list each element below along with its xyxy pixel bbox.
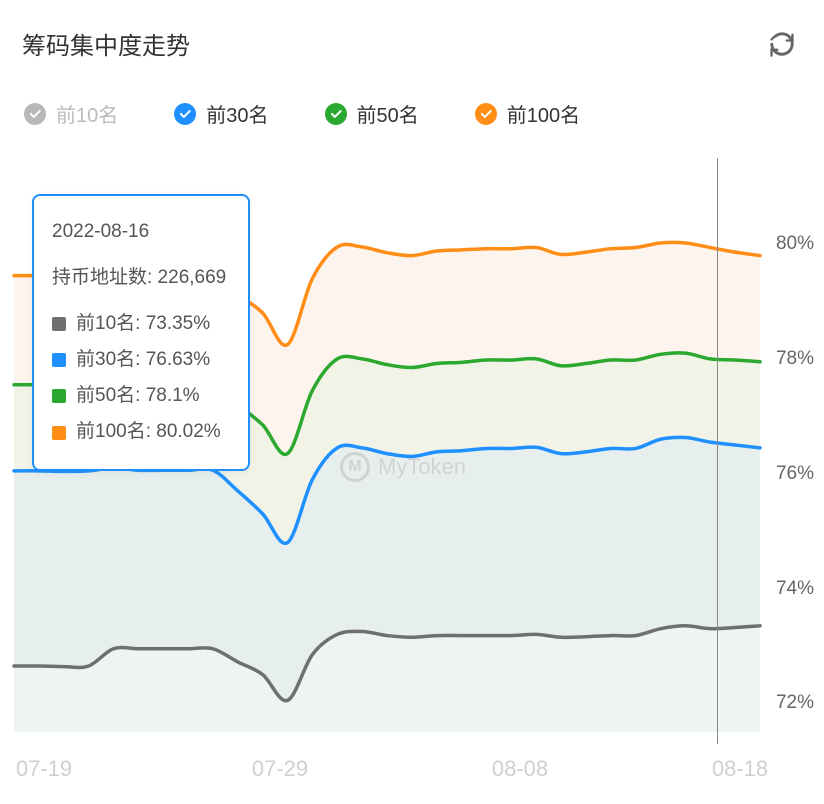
- tooltip-series-label: 前30名: 76.63%: [76, 342, 210, 378]
- tooltip-addr: 持币地址数: 226,669: [52, 260, 226, 296]
- legend-label: 前10名: [56, 99, 118, 128]
- legend-item[interactable]: 前10名: [24, 99, 118, 128]
- card-header: 筹码集中度走势: [0, 0, 824, 81]
- x-tick-label: 07-19: [16, 756, 72, 782]
- tooltip-row: 前30名: 76.63%: [52, 342, 226, 378]
- y-tick-label: 72%: [776, 692, 814, 714]
- chart-area[interactable]: M MyToken 2022-08-16持币地址数: 226,669 前10名:…: [0, 154, 824, 784]
- tooltip-series-label: 前100名: 80.02%: [76, 414, 221, 450]
- check-circle-icon: [325, 103, 347, 125]
- tooltip-row: 前50名: 78.1%: [52, 378, 226, 414]
- check-circle-icon: [24, 103, 46, 125]
- legend-item[interactable]: 前100名: [475, 99, 580, 128]
- tooltip-series-label: 前50名: 78.1%: [76, 378, 200, 414]
- y-tick-label: 78%: [776, 348, 814, 370]
- tooltip-row: 前100名: 80.02%: [52, 414, 226, 450]
- legend: 前10名 前30名 前50名 前100名: [0, 81, 824, 154]
- chart-cursor-line: [717, 158, 718, 744]
- check-circle-icon: [475, 103, 497, 125]
- legend-label: 前50名: [357, 99, 419, 128]
- x-tick-label: 08-08: [492, 756, 548, 782]
- series-marker-icon: [52, 317, 66, 331]
- tooltip-series-label: 前10名: 73.35%: [76, 306, 210, 342]
- series-marker-icon: [52, 389, 66, 403]
- series-marker-icon: [52, 353, 66, 367]
- legend-label: 前100名: [507, 99, 580, 128]
- legend-item[interactable]: 前50名: [325, 99, 419, 128]
- y-tick-label: 80%: [776, 233, 814, 255]
- x-tick-label: 08-18: [712, 756, 768, 782]
- chart-tooltip: 2022-08-16 持币地址数: 226,669 前10名: 73.35% 前3…: [32, 194, 250, 471]
- x-tick-label: 07-29: [252, 756, 308, 782]
- legend-label: 前30名: [206, 99, 268, 128]
- y-tick-label: 74%: [776, 578, 814, 600]
- tooltip-row: 前10名: 73.35%: [52, 306, 226, 342]
- refresh-icon[interactable]: [768, 30, 796, 58]
- legend-item[interactable]: 前30名: [174, 99, 268, 128]
- y-tick-label: 76%: [776, 463, 814, 485]
- check-circle-icon: [174, 103, 196, 125]
- series-marker-icon: [52, 426, 66, 440]
- chart-title: 筹码集中度走势: [22, 26, 190, 61]
- tooltip-date: 2022-08-16: [52, 214, 226, 250]
